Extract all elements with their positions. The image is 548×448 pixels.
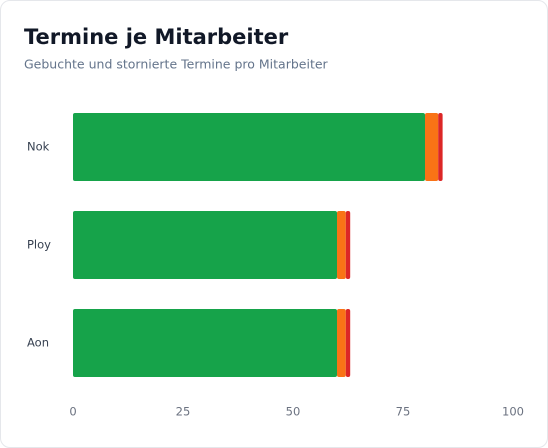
y-tick-label: Ploy [27,238,51,252]
bar-segment [73,211,337,279]
bar-segment [337,211,346,279]
x-tick-label: 50 [286,405,301,419]
bar-segment [73,309,337,377]
bar-segment [73,113,425,181]
bar-segment [345,309,351,377]
bar-segment [438,113,443,181]
chart-title: Termine je Mitarbeiter [24,25,289,49]
bar-segment [337,309,346,377]
x-tick-label: 100 [502,405,524,419]
y-tick-label: Aon [27,336,49,350]
x-tick-label: 75 [396,405,411,419]
bar-segment [425,113,439,181]
y-tick-label: Nok [27,140,50,154]
chart-subtitle: Gebuchte und stornierte Termine pro Mita… [24,57,329,72]
bar-segment [345,211,351,279]
x-tick-label: 25 [176,405,191,419]
x-tick-label: 0 [69,405,76,419]
